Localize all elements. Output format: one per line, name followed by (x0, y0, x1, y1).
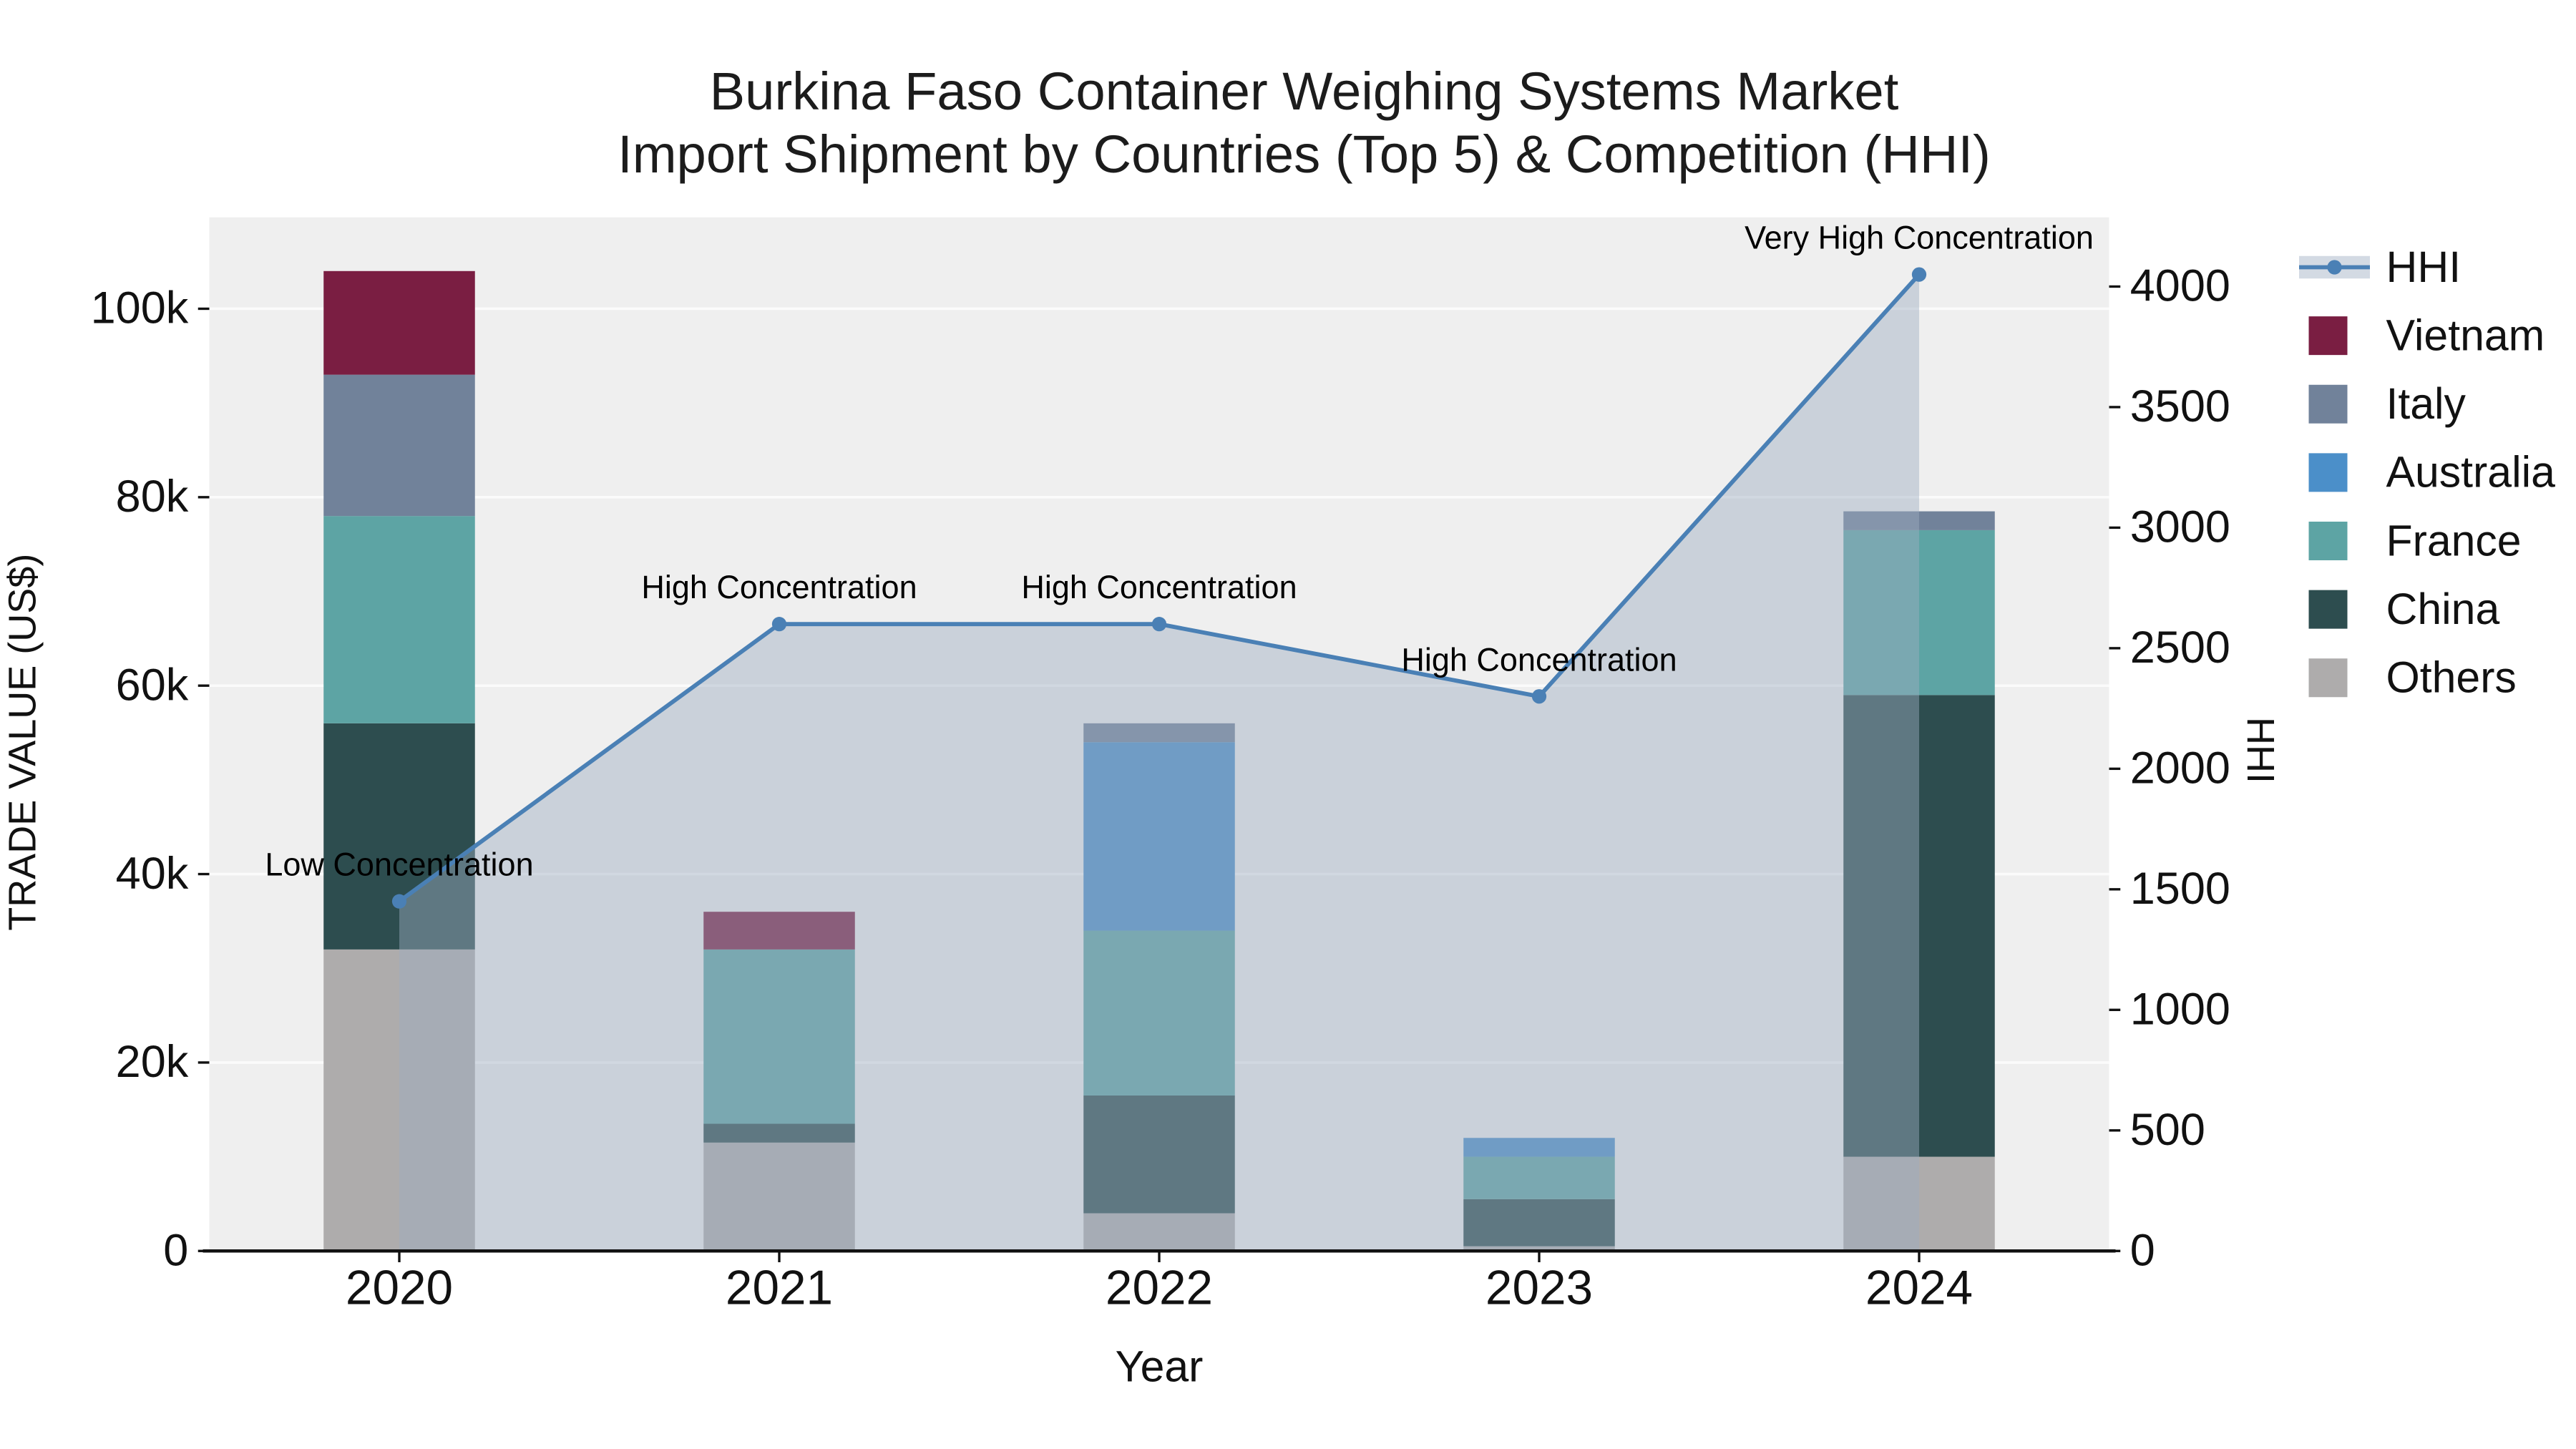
legend-item-hhi: HHI (2299, 243, 2461, 291)
bar-segment-italy-2022 (1083, 723, 1235, 743)
x-tick-label-2024: 2024 (1865, 1262, 1973, 1315)
right-tick-label: 500 (2130, 1105, 2205, 1155)
legend-label-australia: Australia (2386, 448, 2556, 497)
legend-item-vietnam: Vietnam (2308, 311, 2545, 359)
legend-swatch-others (2308, 658, 2348, 698)
legend-hhi-marker (2327, 260, 2342, 275)
annotation-2023: High Concentration (1401, 641, 1677, 678)
x-tick-label-2020: 2020 (346, 1262, 453, 1315)
bar-segment-china-2024 (1843, 695, 1995, 1157)
x-axis-title: Year (1116, 1342, 1204, 1391)
right-tick-label: 3000 (2130, 502, 2230, 552)
right-tick-label: 1500 (2130, 864, 2230, 914)
legend-swatch-australia (2308, 453, 2348, 492)
legend-swatch-italy (2308, 384, 2348, 424)
right-tick-label: 2000 (2130, 743, 2230, 794)
bar-segment-vietnam-2021 (703, 912, 855, 950)
annotation-2024: Very High Concentration (1745, 220, 2094, 256)
legend-item-france: France (2308, 516, 2522, 565)
legend-label-italy: Italy (2386, 379, 2467, 428)
bar-segment-china-2020 (323, 723, 475, 950)
legend-item-china: China (2308, 585, 2500, 633)
chart-subtitle: Import Shipment by Countries (Top 5) & C… (618, 125, 1991, 184)
y-axis-title-left: TRADE VALUE (US$) (1, 554, 44, 931)
annotation-2021: High Concentration (641, 569, 917, 605)
hhi-marker-2022 (1151, 617, 1167, 632)
left-tick-label: 80k (116, 472, 189, 522)
right-tick-label: 1000 (2130, 985, 2230, 1035)
bar-segment-others-2021 (703, 1142, 855, 1252)
bar-segment-italy-2020 (323, 374, 475, 517)
bar-segment-france-2022 (1083, 930, 1235, 1096)
bar-segment-australia-2022 (1083, 742, 1235, 931)
legend-item-italy: Italy (2308, 379, 2467, 428)
bar-segment-others-2023 (1463, 1246, 1615, 1252)
legend-label-china: China (2386, 585, 2500, 633)
legend-item-others: Others (2308, 653, 2517, 702)
annotation-2020: Low Concentration (265, 847, 533, 883)
legend-swatch-china (2308, 590, 2348, 629)
bar-segment-others-2022 (1083, 1213, 1235, 1252)
left-tick-label: 40k (116, 849, 189, 899)
left-tick-label: 20k (116, 1037, 189, 1087)
right-tick-label: 2500 (2130, 623, 2230, 673)
bar-segment-vietnam-2020 (323, 270, 475, 375)
legend-swatch-vietnam (2308, 316, 2348, 356)
x-tick-label-2021: 2021 (726, 1262, 833, 1315)
legend-label-hhi: HHI (2386, 243, 2462, 291)
hhi-marker-2021 (771, 617, 787, 632)
hhi-marker-2024 (1911, 267, 1927, 282)
legend-label-others: Others (2386, 653, 2517, 702)
left-tick-label: 60k (116, 660, 189, 710)
right-tick-label: 0 (2130, 1226, 2155, 1276)
hhi-marker-2020 (391, 894, 407, 909)
bar-segment-others-2020 (323, 949, 475, 1252)
x-tick-label-2023: 2023 (1485, 1262, 1593, 1315)
annotation-2022: High Concentration (1021, 569, 1297, 605)
bar-segment-china-2021 (703, 1123, 855, 1143)
legend-swatch-france (2308, 522, 2348, 560)
bar-segment-france-2023 (1463, 1156, 1615, 1199)
bar-segment-italy-2024 (1843, 511, 1995, 530)
legend-label-vietnam: Vietnam (2386, 311, 2545, 359)
legend-label-france: France (2386, 516, 2522, 565)
hhi-marker-2023 (1531, 689, 1547, 704)
hhi-area-fill (399, 274, 1919, 1252)
bar-segment-australia-2023 (1463, 1138, 1615, 1157)
bar-segment-france-2020 (323, 516, 475, 723)
right-tick-label: 3500 (2130, 381, 2230, 431)
bar-segment-china-2022 (1083, 1095, 1235, 1214)
left-tick-label: 0 (163, 1226, 188, 1276)
legend-item-australia: Australia (2308, 448, 2556, 497)
bar-segment-china-2023 (1463, 1199, 1615, 1246)
bar-segment-france-2021 (703, 949, 855, 1124)
x-tick-label-2022: 2022 (1106, 1262, 1213, 1315)
bar-segment-france-2024 (1843, 530, 1995, 696)
chart-title: Burkina Faso Container Weighing Systems … (710, 62, 1899, 121)
bar-segment-others-2024 (1843, 1156, 1995, 1252)
left-tick-label: 100k (91, 283, 189, 333)
y-axis-title-right: HHI (2239, 717, 2282, 784)
right-tick-label: 4000 (2130, 261, 2230, 311)
